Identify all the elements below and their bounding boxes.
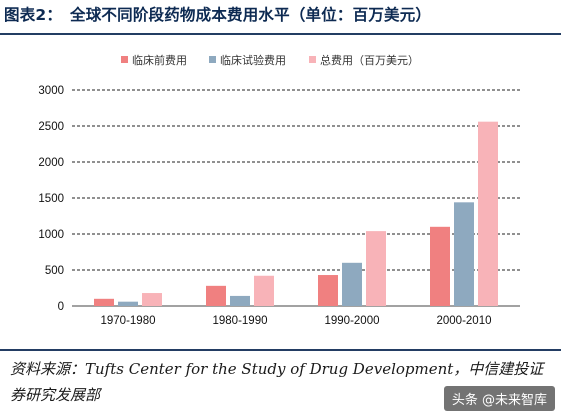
chart-title: 图表2： 全球不同阶段药物成本费用水平（单位：百万美元）: [4, 6, 432, 24]
bar: [342, 262, 362, 306]
bar: [254, 275, 274, 306]
x-tick-label: 1980-1990: [213, 315, 268, 327]
bar: [430, 226, 450, 306]
legend-swatch: [209, 56, 216, 63]
chart-header: 图表2： 全球不同阶段药物成本费用水平（单位：百万美元）: [0, 0, 561, 30]
legend-swatch: [309, 56, 316, 63]
legend-swatch: [121, 56, 128, 63]
bar-chart-svg: 0 500 1000 1500 2000 2500 3000 1970-1980 1980-19…: [38, 53, 520, 327]
bar: [94, 298, 114, 306]
bar: [454, 202, 474, 306]
bar: [318, 275, 338, 306]
y-tick-label: 1000: [38, 229, 64, 241]
y-tick-label: 500: [45, 265, 64, 277]
y-tick-label: 1500: [38, 193, 64, 205]
bar-chart: 0 500 1000 1500 2000 2500 3000 1970-1980 1980-19…: [0, 40, 561, 340]
y-tick-label: 0: [58, 301, 64, 313]
bar: [478, 121, 498, 307]
footer-divider: [0, 349, 561, 351]
bar: [118, 301, 138, 306]
legend-label: 总费用（百万美元）: [320, 53, 419, 67]
source-note: 资料来源：Tufts Center for the Study of Drug …: [10, 360, 544, 404]
bar: [142, 293, 162, 306]
bar: [230, 295, 250, 306]
y-tick-label: 2500: [38, 121, 64, 133]
bar: [206, 285, 226, 306]
y-tick-label: 2000: [38, 157, 64, 169]
x-tick-label: 1970-1980: [101, 315, 156, 327]
watermark: 头条 @未来智库: [443, 386, 555, 411]
header-divider: [0, 33, 561, 35]
bar: [366, 231, 386, 306]
legend-label: 临床前费用: [132, 53, 187, 67]
x-tick-label: 2000-2010: [437, 315, 492, 327]
legend-label: 临床试验费用: [220, 53, 286, 67]
y-tick-label: 3000: [38, 85, 64, 97]
x-tick-label: 1990-2000: [325, 315, 380, 327]
